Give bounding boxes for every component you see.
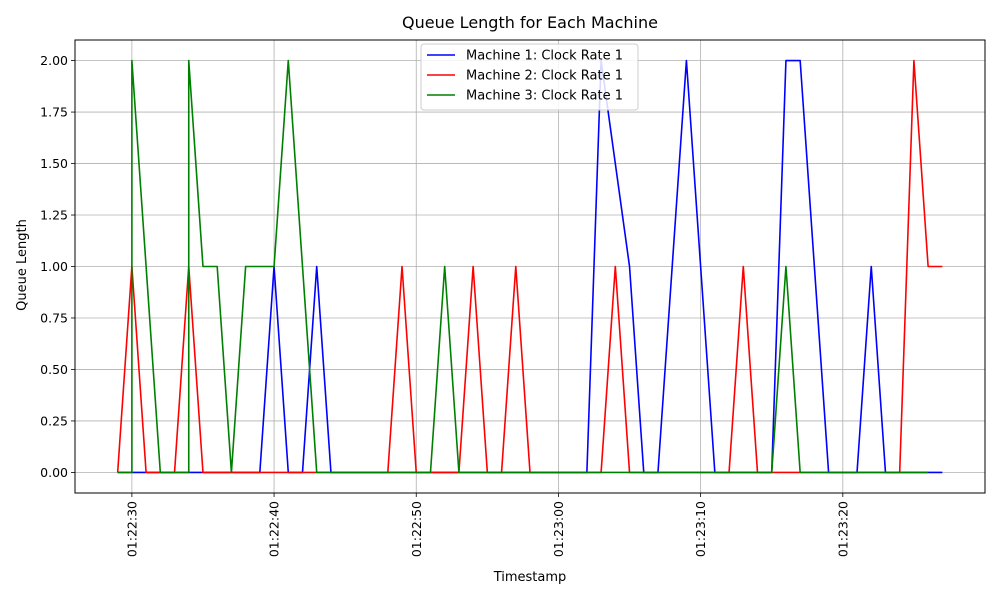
y-tick-label: 1.00 — [40, 259, 68, 274]
legend-entry: Machine 3: Clock Rate 1 — [466, 89, 623, 104]
y-tick-label: 0.75 — [40, 310, 68, 325]
series-lines — [116, 59, 943, 474]
y-tick-label: 1.75 — [40, 105, 68, 120]
x-tick-label: 01:22:50 — [409, 501, 424, 557]
x-tick-label: 01:23:00 — [551, 501, 566, 557]
x-tick-label: 01:22:30 — [124, 501, 139, 557]
series-line — [117, 59, 929, 474]
legend: Machine 1: Clock Rate 1 Machine 2: Clock … — [420, 43, 639, 111]
chart-title: Queue Length for Each Machine — [402, 13, 658, 32]
legend-entry: Machine 2: Clock Rate 1 — [466, 69, 623, 84]
y-tick-label: 0.50 — [40, 362, 68, 377]
y-tick-label: 1.50 — [40, 156, 68, 171]
y-tick-label: 1.25 — [40, 208, 68, 223]
x-axis-label: Timestamp — [493, 570, 567, 585]
x-tick-label: 01:23:10 — [693, 501, 708, 557]
axis-ticks: 0.00 0.25 0.50 0.75 1.00 1.25 1.50 1.75 2.00 01:2… — [40, 53, 850, 557]
x-tick-label: 01:23:20 — [835, 501, 850, 557]
y-tick-label: 0.25 — [40, 413, 68, 428]
y-tick-label: 2.00 — [40, 53, 68, 68]
legend-entry: Machine 1: Clock Rate 1 — [466, 49, 623, 64]
y-axis-label: Queue Length — [15, 219, 30, 311]
y-tick-label: 0.00 — [40, 465, 68, 480]
legend-box — [420, 43, 639, 111]
x-tick-label: 01:22:40 — [267, 501, 282, 557]
